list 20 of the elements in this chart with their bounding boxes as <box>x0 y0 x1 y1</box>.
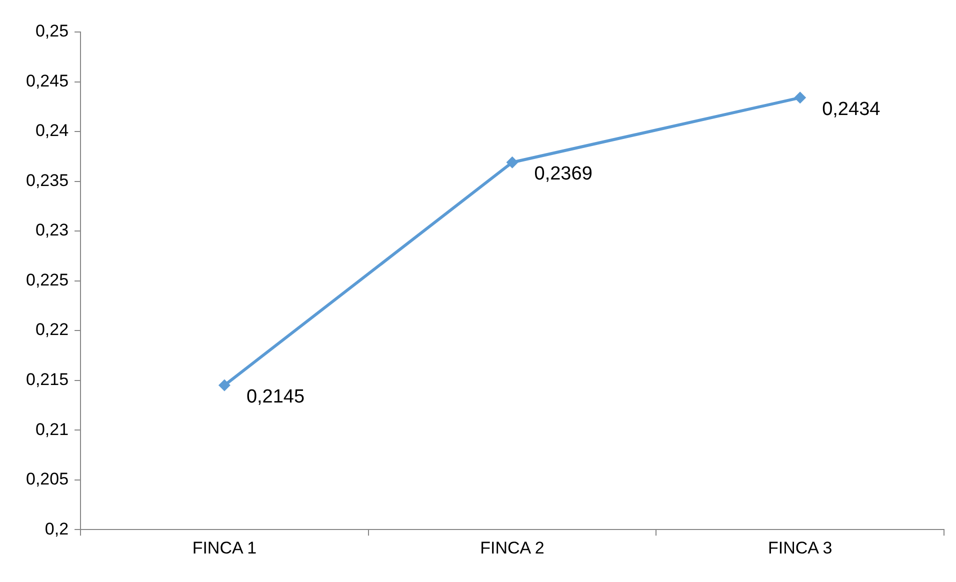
data-label: 0,2145 <box>246 386 305 408</box>
x-tick-label: FINCA 1 <box>192 538 257 558</box>
data-label: 0,2369 <box>534 164 592 185</box>
x-tick-label: FINCA 3 <box>768 538 832 558</box>
data-label: 0,2434 <box>822 98 881 120</box>
y-tick-label: 0,2 <box>44 519 69 538</box>
point <box>794 92 806 104</box>
y-tick-label: 0,23 <box>35 220 69 240</box>
point <box>218 379 230 392</box>
y-tick-label: 0,245 <box>26 71 69 90</box>
y-tick-label: 0,215 <box>26 370 69 390</box>
point <box>506 156 518 168</box>
y-tick-label: 0,225 <box>26 270 69 290</box>
y-tick-label: 0,21 <box>35 420 69 439</box>
y-tick-label: 0,205 <box>26 470 69 489</box>
y-tick-label: 0,24 <box>35 121 69 140</box>
y-tick-label: 0,235 <box>26 170 69 190</box>
y-tick-label: 0,25 <box>35 22 69 41</box>
y-tick-label: 0,22 <box>35 320 69 340</box>
x-tick-label: FINCA 2 <box>480 538 544 558</box>
